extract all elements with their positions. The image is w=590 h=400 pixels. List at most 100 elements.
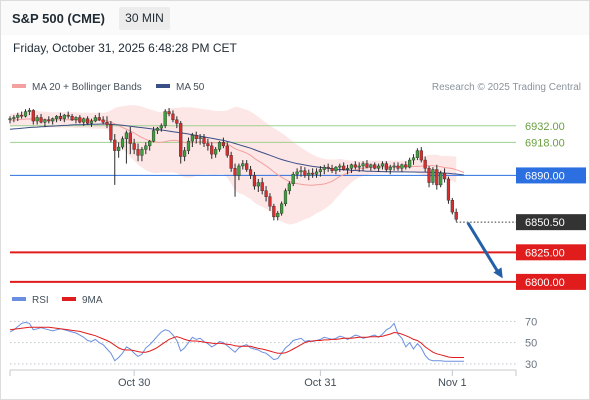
- candle-body: [415, 150, 419, 158]
- candle-body: [23, 111, 28, 117]
- candle-body: [151, 130, 156, 142]
- candle-body: [93, 117, 97, 122]
- candle-body: [342, 165, 346, 170]
- candle-body: [124, 132, 128, 139]
- candle-body: [78, 117, 82, 123]
- candle-body: [39, 117, 43, 123]
- candle-body: [287, 183, 291, 192]
- candle-body: [210, 145, 214, 155]
- candle-body: [148, 140, 152, 147]
- candle-body: [442, 172, 447, 180]
- ma50-line: [9, 123, 465, 176]
- credit-text: Research © 2025 Trading Central: [432, 82, 581, 93]
- candle-body: [120, 138, 125, 148]
- x-tick-label: Nov 1: [438, 377, 467, 389]
- candle-body: [338, 165, 342, 168]
- candle-body: [214, 149, 218, 155]
- level-badge: [516, 244, 586, 261]
- candle-body: [167, 111, 171, 115]
- candle-body: [186, 140, 191, 151]
- candle-body: [221, 142, 225, 147]
- candle-body: [163, 111, 167, 126]
- candle-body: [27, 110, 31, 112]
- legend-swatch: [12, 84, 26, 88]
- candle-body: [349, 164, 354, 169]
- candle-body: [303, 170, 307, 176]
- rsi-tick-label: 70: [525, 316, 537, 328]
- candle-body: [140, 149, 144, 156]
- rsi-legend-swatch: [62, 297, 76, 301]
- candle-body: [225, 145, 229, 156]
- candle-body: [35, 117, 39, 122]
- candle-body: [411, 157, 416, 161]
- candle-body: [377, 165, 381, 169]
- candle-body: [450, 200, 454, 213]
- candle-body: [233, 168, 237, 176]
- candle-body: [318, 169, 322, 173]
- candle-body: [229, 155, 233, 169]
- bollinger-band: [10, 105, 457, 225]
- candle-body: [245, 163, 249, 170]
- candle-body: [117, 146, 121, 151]
- candle-body: [365, 163, 369, 168]
- level-badge: [516, 273, 586, 290]
- candle-body: [311, 172, 315, 175]
- candle-body: [206, 143, 210, 147]
- candle-body: [334, 166, 338, 171]
- level-label: 6825.00: [525, 247, 565, 259]
- candle-body: [268, 196, 272, 207]
- candle-body: [252, 175, 257, 187]
- rsi-legend-label: 9MA: [82, 295, 103, 306]
- level-label: 6918.00: [525, 137, 565, 149]
- candle-body: [260, 182, 264, 192]
- candle-body: [43, 119, 47, 123]
- level-label: 6932.00: [525, 121, 565, 133]
- candle-body: [179, 123, 183, 157]
- candle-body: [82, 118, 86, 123]
- candle-body: [256, 182, 260, 187]
- candle-body: [101, 119, 105, 123]
- rsi-tick-label: 50: [525, 338, 537, 350]
- candle-body: [16, 114, 20, 118]
- candle-body: [31, 110, 35, 122]
- candle-body: [155, 127, 160, 131]
- candle-body: [283, 190, 288, 205]
- timeframe-button[interactable]: 30 MIN: [119, 7, 170, 30]
- level-badge: [516, 214, 586, 231]
- candle-body: [105, 122, 109, 125]
- candle-body: [66, 114, 70, 117]
- candle-body: [237, 165, 241, 176]
- level-badge: [516, 167, 586, 184]
- candle-body: [357, 165, 361, 168]
- candle-body: [431, 169, 435, 183]
- candle-body: [47, 119, 51, 122]
- level-label: 6890.00: [525, 170, 565, 182]
- candle-body: [291, 174, 295, 184]
- candle-body: [361, 163, 365, 167]
- candle-body: [159, 125, 163, 129]
- candle-body: [175, 119, 179, 124]
- rsi-tick-label: 30: [525, 359, 537, 371]
- candle-body: [380, 163, 385, 167]
- candle-body: [109, 124, 113, 141]
- candle-body: [20, 114, 24, 117]
- rsi-line: [9, 321, 464, 362]
- candle-body: [51, 118, 55, 122]
- candle-body: [388, 166, 392, 170]
- candle-body: [190, 135, 194, 142]
- x-tick-label: Oct 30: [118, 377, 150, 389]
- legend-label: MA 50: [176, 82, 205, 93]
- candle-body: [202, 137, 206, 144]
- candle-body: [128, 132, 132, 144]
- level-label: 6850.50: [525, 217, 565, 229]
- candle-body: [439, 172, 443, 186]
- candle-body: [454, 211, 458, 220]
- candle-body: [182, 150, 187, 157]
- candle-body: [12, 117, 16, 119]
- candle-body: [404, 164, 408, 168]
- candle-body: [97, 117, 101, 121]
- candle-body: [132, 143, 136, 150]
- candle-body: [408, 159, 412, 168]
- candle-body: [322, 166, 326, 170]
